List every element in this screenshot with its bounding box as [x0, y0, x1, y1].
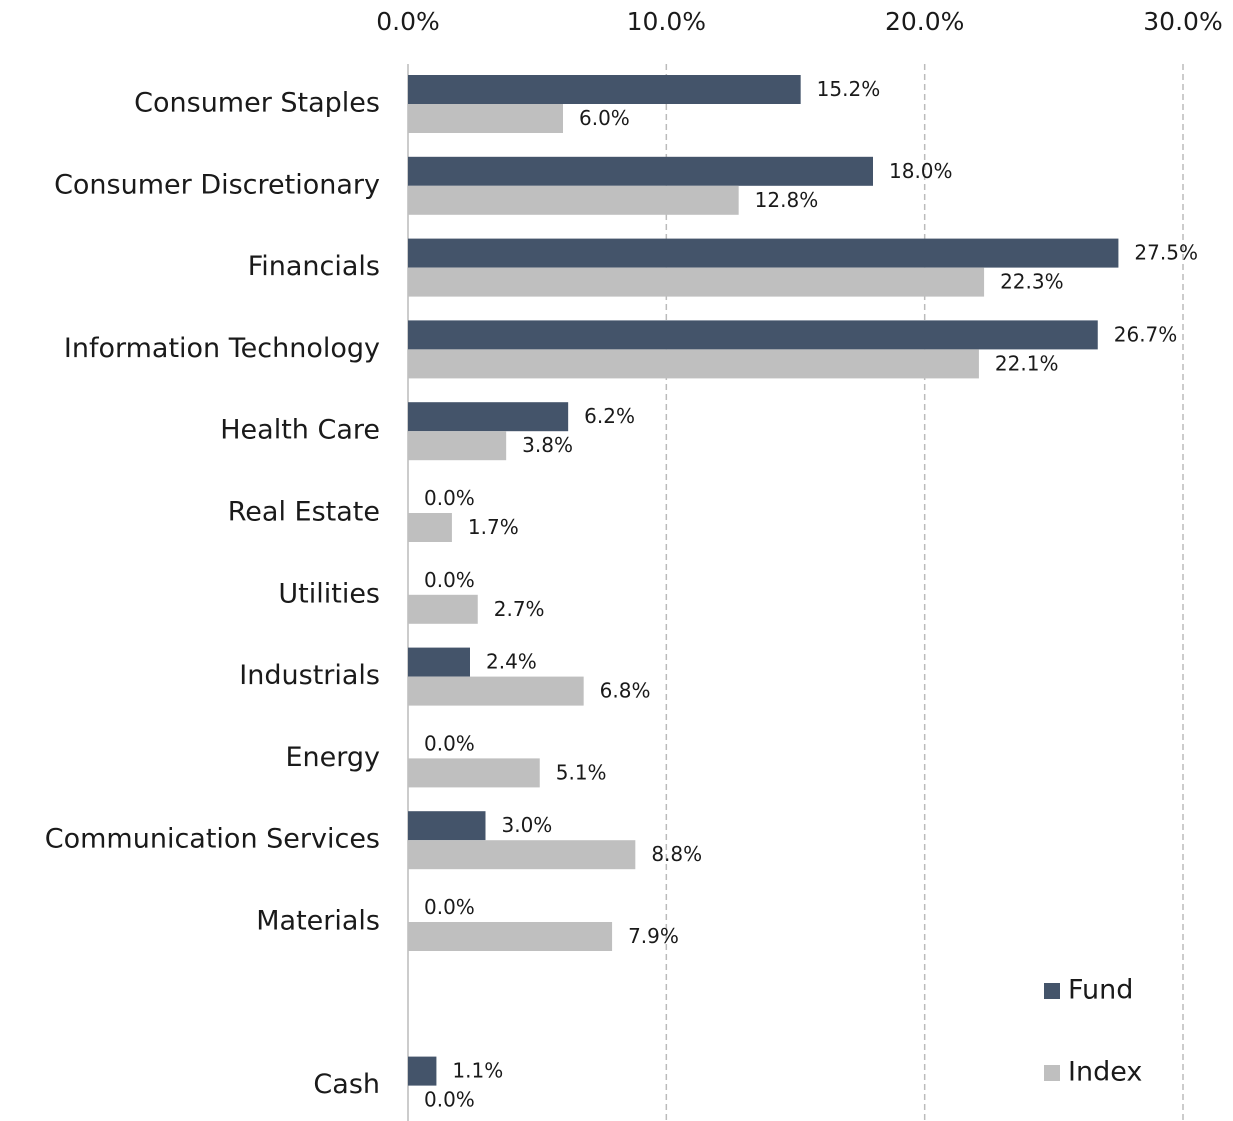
bar [408, 594, 478, 624]
value-label: 2.4% [486, 650, 537, 674]
value-label: 0.0% [424, 1088, 475, 1112]
category-label: Consumer Staples [134, 88, 380, 119]
bar [408, 647, 470, 677]
bar [408, 840, 636, 870]
category-label: Materials [256, 906, 380, 937]
value-label: 7.9% [628, 924, 679, 948]
category-label: Cash [313, 1069, 380, 1100]
category-label: Real Estate [228, 497, 380, 528]
value-label: 22.1% [995, 351, 1059, 375]
bar [408, 758, 540, 788]
bar [408, 267, 985, 297]
legend-label: Fund [1068, 975, 1133, 1006]
value-label: 0.0% [424, 568, 475, 592]
category-label: Financials [248, 251, 380, 282]
value-label: 5.1% [556, 760, 607, 784]
value-label: 18.0% [889, 159, 953, 183]
value-label: 6.2% [584, 404, 635, 428]
value-label: 6.8% [600, 679, 651, 703]
category-label: Consumer Discretionary [54, 169, 380, 200]
bar [408, 513, 452, 542]
value-label: 2.7% [494, 597, 545, 621]
bar [408, 811, 486, 841]
value-label: 3.8% [522, 433, 573, 457]
value-label: 1.1% [452, 1059, 503, 1083]
category-label: Communication Services [45, 824, 380, 855]
bar [408, 104, 563, 133]
x-tick-label: 30.0% [1143, 7, 1222, 36]
bar [408, 922, 613, 951]
value-label: 15.2% [817, 77, 881, 101]
x-tick-label: 20.0% [885, 7, 964, 36]
x-tick-label: 0.0% [376, 7, 440, 36]
category-label: Health Care [220, 415, 380, 446]
value-label: 1.7% [468, 515, 519, 539]
legend-swatch [1044, 983, 1060, 999]
bar [408, 431, 507, 461]
bar [408, 320, 1098, 350]
value-label: 26.7% [1114, 322, 1178, 346]
bar [408, 238, 1119, 268]
value-label: 6.0% [579, 106, 630, 130]
bar [408, 402, 569, 432]
value-label: 22.3% [1000, 270, 1064, 294]
bar [408, 676, 584, 706]
bar [408, 156, 873, 186]
category-label: Energy [285, 742, 380, 773]
legend-label: Index [1068, 1057, 1142, 1088]
value-label: 12.8% [755, 188, 819, 212]
bar [408, 1056, 437, 1086]
legend-swatch [1044, 1065, 1060, 1081]
value-label: 0.0% [424, 486, 475, 510]
value-label: 8.8% [651, 842, 702, 866]
bar [408, 349, 979, 379]
category-label: Industrials [239, 660, 380, 691]
value-label: 0.0% [424, 731, 475, 755]
x-tick-label: 10.0% [627, 7, 706, 36]
bar [408, 75, 801, 104]
value-label: 0.0% [424, 895, 475, 919]
category-label: Information Technology [64, 333, 380, 364]
category-label: Utilities [278, 578, 380, 609]
value-label: 27.5% [1134, 241, 1198, 265]
value-label: 3.0% [502, 813, 553, 837]
bar [408, 185, 739, 215]
